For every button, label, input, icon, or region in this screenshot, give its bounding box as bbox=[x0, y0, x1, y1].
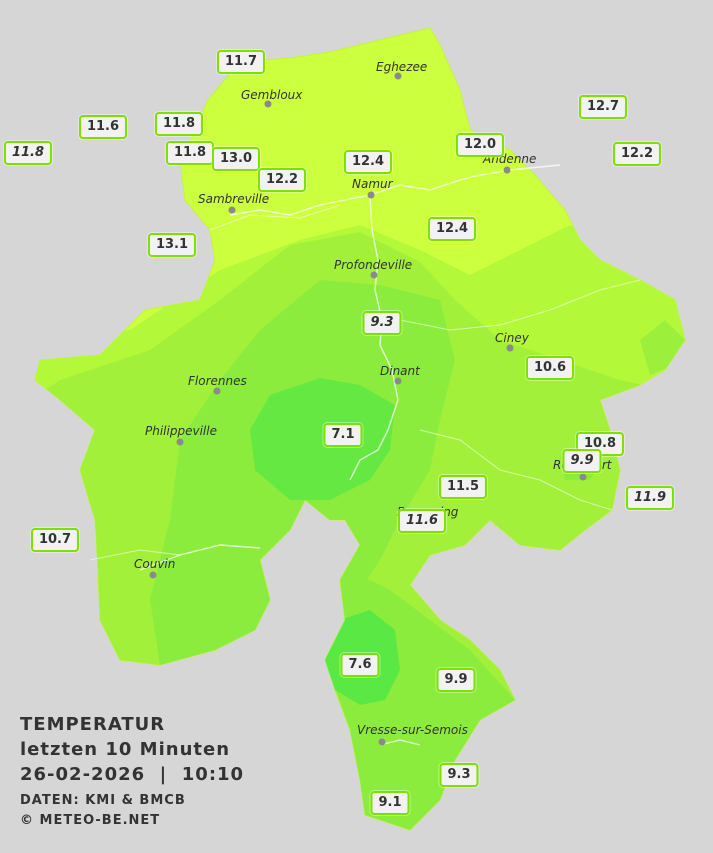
svg-text:Vresse-sur-Semois: Vresse-sur-Semois bbox=[357, 723, 468, 737]
station-reading[interactable]: 11.8 bbox=[3, 141, 53, 165]
station-reading[interactable]: 12.0 bbox=[455, 133, 505, 157]
svg-text:Dinant: Dinant bbox=[380, 364, 421, 378]
station-reading[interactable]: 10.7 bbox=[30, 528, 80, 552]
station-reading[interactable]: 12.7 bbox=[578, 95, 628, 119]
city-philippeville: Philippeville bbox=[145, 424, 217, 446]
svg-text:Gembloux: Gembloux bbox=[241, 88, 303, 102]
rivers bbox=[139, 164, 561, 746]
city-profondeville: Profondeville bbox=[334, 258, 412, 279]
city-gembloux: Gembloux bbox=[241, 88, 303, 108]
map-legend: TEMPERATUR letzten 10 Minuten 26-02-2026… bbox=[20, 712, 244, 831]
station-reading[interactable]: 11.7 bbox=[216, 50, 266, 74]
station-reading[interactable]: 9.3 bbox=[362, 311, 402, 335]
svg-text:Florennes: Florennes bbox=[188, 374, 247, 388]
station-reading[interactable]: 12.2 bbox=[257, 168, 307, 192]
district-borders bbox=[89, 204, 641, 561]
svg-text:Sambreville: Sambreville bbox=[198, 192, 269, 206]
station-reading[interactable]: 11.5 bbox=[438, 475, 488, 499]
city-vresse-sur-semois: Vresse-sur-Semois bbox=[357, 723, 468, 746]
station-reading[interactable]: 7.6 bbox=[340, 653, 380, 677]
station-reading[interactable]: 9.9 bbox=[436, 668, 476, 692]
svg-text:Eghezee: Eghezee bbox=[376, 60, 427, 74]
svg-text:Namur: Namur bbox=[352, 177, 394, 191]
legend-title: TEMPERATUR bbox=[20, 714, 166, 735]
station-reading[interactable]: 11.6 bbox=[397, 509, 447, 533]
station-reading[interactable]: 11.8 bbox=[165, 141, 215, 165]
city-sambreville: Sambreville bbox=[198, 192, 269, 214]
city-ciney: Ciney bbox=[495, 331, 530, 352]
city-eghezee: Eghezee bbox=[376, 60, 427, 80]
station-reading[interactable]: 11.6 bbox=[78, 115, 128, 139]
station-reading[interactable]: 11.8 bbox=[154, 112, 204, 136]
station-reading[interactable]: 12.4 bbox=[343, 150, 393, 174]
legend-period: letzten 10 Minuten bbox=[20, 739, 231, 760]
station-reading[interactable]: 13.0 bbox=[211, 147, 261, 171]
legend-source: DATEN: KMI & BMCB bbox=[20, 793, 186, 808]
legend-copyright: © METEO-BE.NET bbox=[20, 813, 161, 828]
temp-zone-coldest-dinant bbox=[250, 378, 395, 500]
station-reading[interactable]: 7.1 bbox=[323, 423, 363, 447]
station-reading[interactable]: 13.1 bbox=[147, 233, 197, 257]
legend-datetime: 26-02-2026 | 10:10 bbox=[20, 764, 245, 785]
station-reading[interactable]: 9.3 bbox=[439, 763, 479, 787]
svg-text:Ciney: Ciney bbox=[495, 331, 530, 345]
city-dinant: Dinant bbox=[380, 364, 421, 385]
svg-text:Profondeville: Profondeville bbox=[334, 258, 412, 272]
station-reading[interactable]: 12.4 bbox=[427, 217, 477, 241]
city-couvin: Couvin bbox=[134, 557, 175, 579]
station-reading[interactable]: 9.1 bbox=[370, 791, 410, 815]
city-florennes: Florennes bbox=[188, 374, 247, 395]
svg-text:Philippeville: Philippeville bbox=[145, 424, 217, 438]
station-reading[interactable]: 12.2 bbox=[612, 142, 662, 166]
station-reading[interactable]: 11.9 bbox=[625, 486, 675, 510]
station-reading[interactable]: 10.6 bbox=[525, 356, 575, 380]
city-namur: Namur bbox=[352, 177, 394, 199]
svg-text:Couvin: Couvin bbox=[134, 557, 175, 571]
station-reading[interactable]: 9.9 bbox=[562, 449, 602, 473]
